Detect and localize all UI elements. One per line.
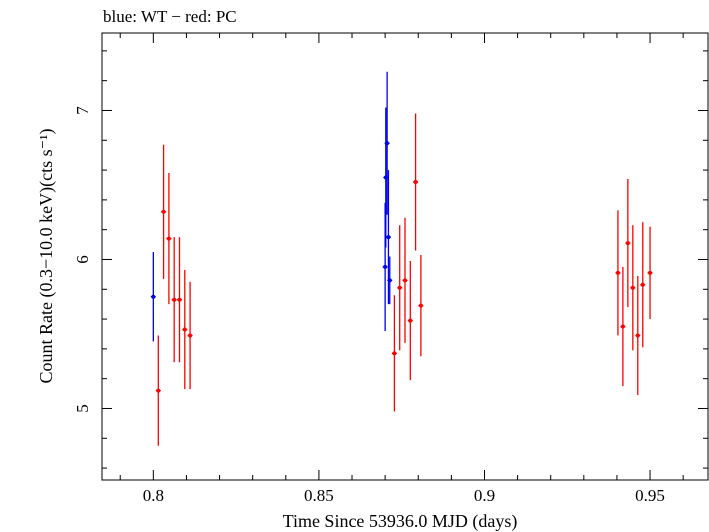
data-point (385, 141, 390, 146)
data-point (397, 285, 402, 290)
data-point (615, 270, 620, 275)
data-point (151, 294, 156, 299)
x-axis: 0.8 0.85 0.9 0.95 (119, 33, 684, 505)
data-series (150, 71, 653, 446)
x-tick-label: 0.95 (635, 486, 665, 505)
x-tick-label: 0.85 (304, 486, 334, 505)
data-point (418, 303, 423, 308)
data-point (387, 278, 392, 283)
data-point (177, 297, 182, 302)
data-point (640, 282, 645, 287)
data-point (403, 278, 407, 283)
x-tick-label: 0.8 (143, 486, 164, 505)
y-axis: 5 6 7 (73, 50, 708, 469)
data-point (635, 333, 640, 338)
data-point (386, 235, 391, 240)
x-axis-label: Time Since 53936.0 MJD (days) (283, 511, 518, 532)
data-point (172, 297, 177, 302)
data-point (166, 236, 171, 241)
data-point (188, 333, 193, 338)
data-point (392, 351, 397, 356)
data-point (413, 180, 418, 184)
data-point (161, 209, 166, 214)
data-point (156, 388, 161, 393)
y-tick-label: 6 (73, 255, 92, 264)
data-point (383, 264, 388, 269)
data-point (620, 324, 625, 329)
data-point (182, 327, 187, 332)
data-point (630, 285, 635, 290)
y-tick-label: 7 (73, 106, 92, 115)
x-tick-label: 0.9 (474, 486, 495, 505)
y-axis-label: Count Rate (0.3−10.0 keV)(cts s⁻¹) (36, 128, 57, 383)
y-tick-label: 5 (73, 404, 92, 413)
chart-title: blue: WT − red: PC (103, 7, 237, 26)
data-point (408, 318, 413, 323)
series-wt (150, 71, 393, 342)
plot-frame (101, 32, 709, 481)
data-point (648, 270, 653, 275)
data-point (625, 241, 630, 246)
series-pc (155, 113, 653, 446)
